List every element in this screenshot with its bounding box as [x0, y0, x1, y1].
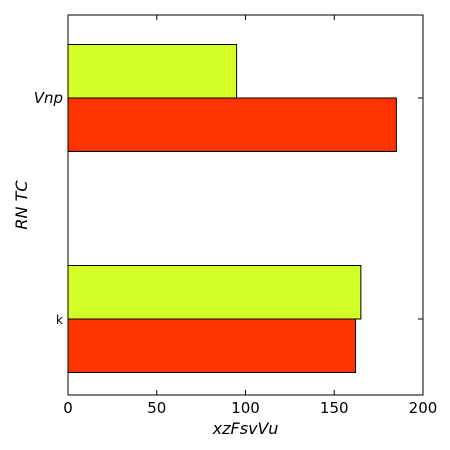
- y-ticks-group: k Vnp: [34, 89, 423, 327]
- x-tick-label: 0: [63, 399, 73, 417]
- bars-group: [67, 44, 397, 373]
- y-axis-label: RN TC: [12, 180, 31, 230]
- x-tick-label: 150: [320, 399, 349, 417]
- x-tick-label: 200: [409, 399, 438, 417]
- y-tick-label-k: k: [56, 313, 63, 327]
- y-tick-label-vnp: Vnp: [34, 89, 63, 107]
- x-axis-label: xzFsvVu: [212, 419, 279, 438]
- bar-k-series-1: [67, 318, 357, 373]
- bar-k-series-2: [67, 265, 362, 320]
- x-tick-label: 50: [147, 399, 166, 417]
- bar-vnp-series-2: [67, 44, 238, 99]
- x-tick-label: 100: [231, 399, 260, 417]
- bar-vnp-series-1: [67, 97, 397, 152]
- x-ticks-group: 0 50 100 150 200: [63, 15, 437, 417]
